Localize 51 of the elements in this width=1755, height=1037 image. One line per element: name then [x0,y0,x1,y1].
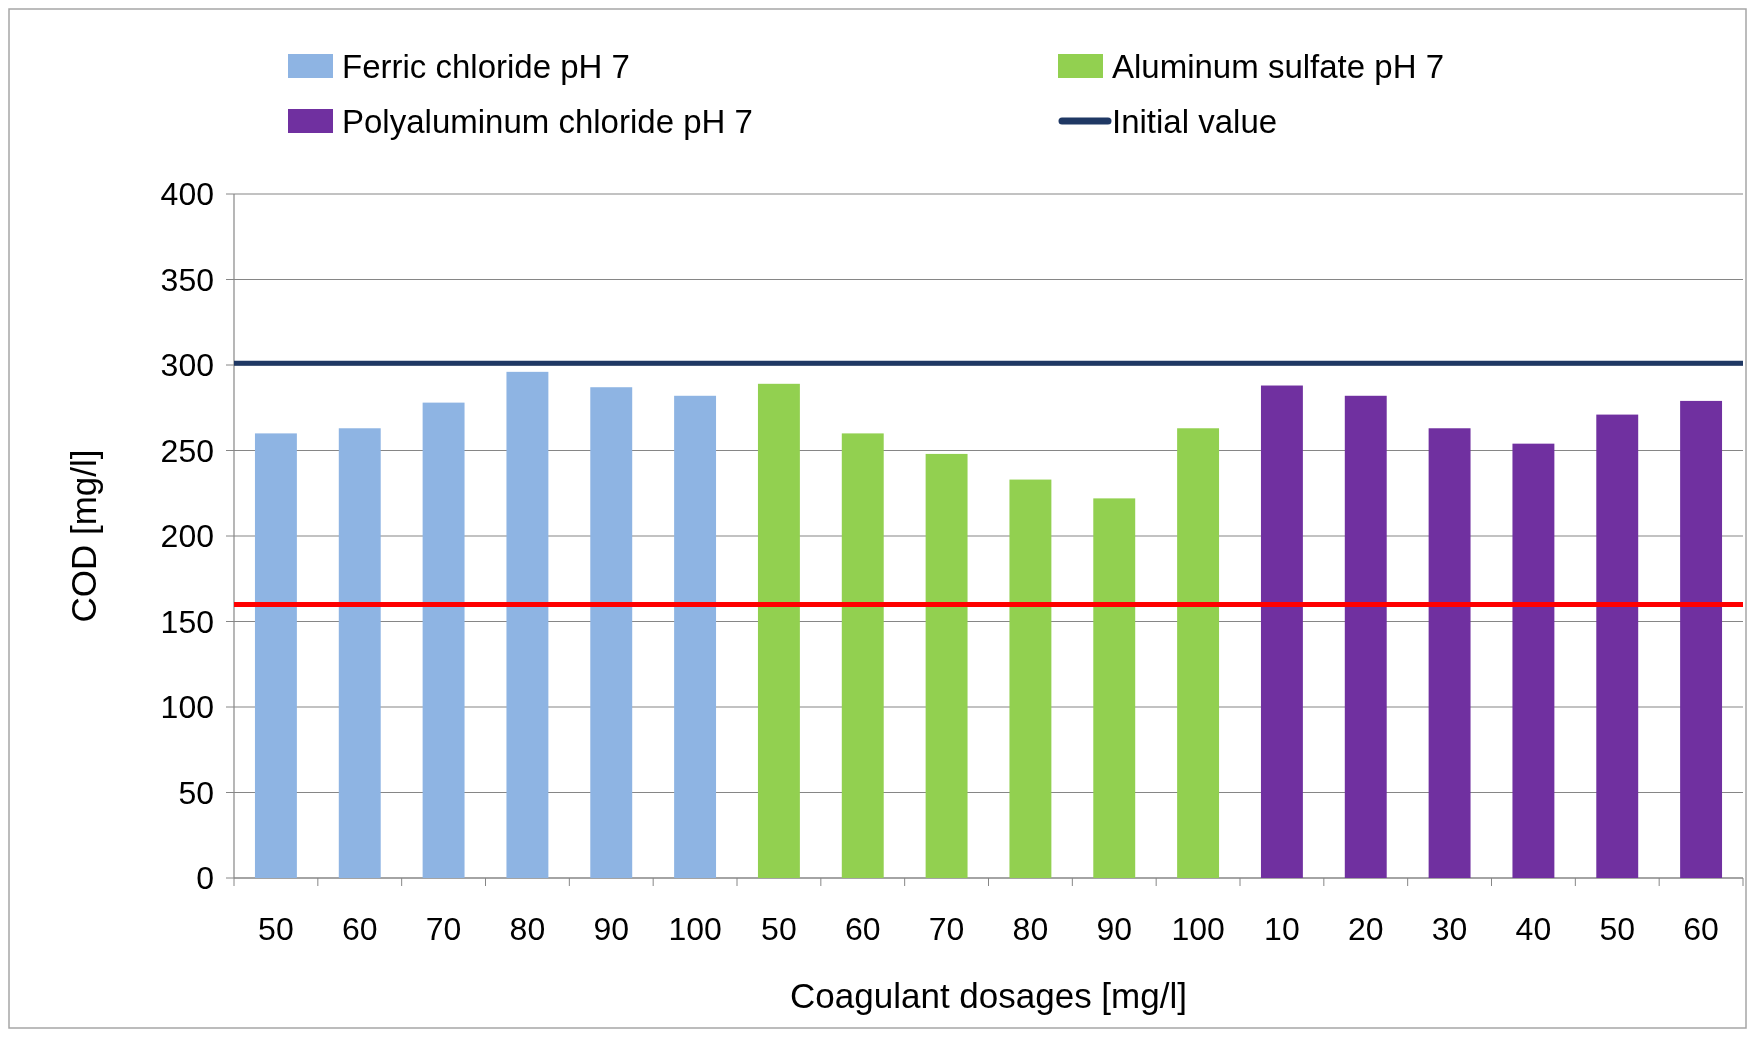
x-tick-label: 90 [1096,911,1133,947]
bar [1680,400,1723,878]
x-tick-label: 60 [844,911,881,947]
y-tick-label: 0 [196,860,214,897]
bar [674,395,717,878]
x-tick-label: 50 [1599,911,1636,947]
x-tick-label: 20 [1347,911,1384,947]
bar [1009,479,1052,878]
x-tick-label: 50 [258,911,294,947]
y-tick-label: 250 [160,432,214,469]
y-tick-label: 300 [160,347,214,384]
bar [1344,395,1387,878]
x-tick-label: 10 [1264,911,1300,947]
x-tick-label: 80 [1012,911,1049,947]
bar [254,433,297,878]
y-axis-title: COD [mg/l] [64,449,103,623]
x-tick-label: 80 [509,911,546,947]
y-tick-label: 150 [160,603,214,640]
y-tick-label: 100 [160,689,214,726]
legend-label: Initial value [1112,102,1278,140]
bar [925,453,968,878]
x-axis-title: Coagulant dosages [mg/l] [790,976,1187,1015]
y-tick-label: 350 [160,261,214,298]
bar [1093,498,1136,878]
x-tick-label: 100 [668,911,722,947]
bar [841,433,884,878]
bar [1512,443,1555,878]
x-tick-label: 50 [761,911,797,947]
legend-label: Aluminum sulfate pH 7 [1112,47,1444,85]
x-tick-label: 70 [425,911,462,947]
x-tick-label: 60 [1683,911,1719,947]
bar [1177,428,1220,878]
x-tick-label: 70 [928,911,965,947]
x-tick-label: 30 [1431,911,1468,947]
y-tick-label: 50 [178,774,214,811]
legend-label: Polyaluminum chloride pH 7 [342,102,753,140]
x-tick-label: 90 [593,911,630,947]
bar [590,387,633,878]
x-tick-label: 60 [341,911,378,947]
x-tick-label: 100 [1171,911,1225,947]
y-tick-label: 400 [160,176,214,213]
bar [506,371,549,878]
bar [1596,414,1639,878]
bar [1428,428,1471,878]
y-tick-label: 200 [160,518,214,555]
bar [422,402,465,878]
bar [338,428,381,878]
legend-label: Ferric chloride pH 7 [342,47,630,85]
bar [1260,385,1303,878]
bar [757,383,800,878]
x-tick-label: 40 [1515,911,1552,947]
